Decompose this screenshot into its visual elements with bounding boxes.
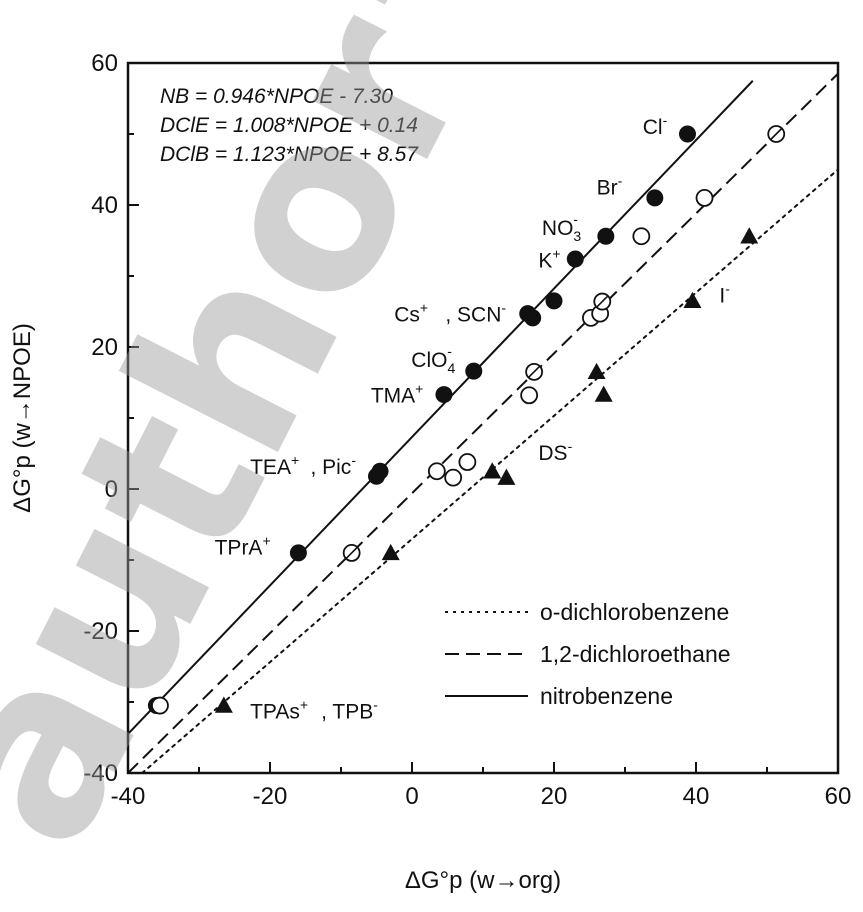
legend: o-dichlorobenzene 1,2-dichloroethane nitro… — [445, 599, 731, 709]
ion-label: Br- — [597, 172, 623, 199]
nitrobenzene-point — [566, 250, 584, 268]
legend-entry: 1,2-dichloroethane — [540, 641, 731, 667]
x-tick-label: -20 — [253, 783, 288, 810]
y-tick-label: -20 — [83, 618, 118, 645]
dichloroethane-point — [151, 696, 169, 715]
slash-mark — [528, 365, 541, 378]
nitrobenzene-point — [465, 362, 483, 380]
x-tick-label: 40 — [683, 783, 710, 810]
ion-label: NO3- — [542, 211, 582, 244]
dichlorobenzene-point — [594, 385, 613, 402]
slash-mark — [345, 546, 358, 559]
ion-label: TPAs+ — [250, 696, 308, 723]
nitrobenzene-point — [371, 462, 389, 480]
nitrobenzene-point — [524, 309, 542, 327]
regression-equation: NB = 0.946*NPOE - 7.30 — [160, 85, 393, 108]
nitrobenzene-point — [545, 292, 563, 310]
y-tick-label: 0 — [105, 476, 118, 503]
ion-label: , TPB- — [321, 696, 378, 723]
nitrobenzene-point — [435, 386, 453, 404]
ion-label: Cl- — [643, 112, 668, 139]
dichloroethane-point — [695, 188, 714, 207]
dichloroethane-point — [520, 386, 539, 405]
fit-line-dashed — [127, 72, 839, 774]
axes: -40 -20 0 20 40 60 -40 -20 0 20 40 60 ΔG°p (w→org) ΔG… — [9, 50, 851, 894]
x-tick-label: 20 — [541, 783, 568, 810]
y-tick-label: 60 — [91, 50, 118, 77]
slash-mark — [596, 295, 609, 308]
nitrobenzene-point — [597, 227, 615, 245]
x-axis-title: ΔG°p (w→org) — [405, 867, 561, 894]
dichloroethane-point — [444, 468, 463, 487]
ion-label: Cs+ — [394, 299, 428, 326]
dichloroethane-point — [427, 462, 446, 481]
y-axis-title: ΔG°p (w→NPOE) — [9, 323, 36, 513]
regression-equation: DClB = 1.123*NPOE + 8.57 — [160, 143, 419, 166]
x-tick-label: -40 — [111, 783, 146, 810]
dichlorobenzene-point — [483, 462, 502, 479]
ion-label: DS- — [538, 438, 572, 465]
nitrobenzene-point — [678, 125, 696, 143]
y-tick-label: -40 — [83, 760, 118, 787]
dichlorobenzene-point — [381, 543, 400, 561]
ion-label: ClO4- — [411, 343, 455, 376]
x-tick-label: 0 — [405, 783, 418, 810]
fit-line-solid — [127, 80, 754, 735]
dichlorobenzene-point — [214, 696, 233, 713]
nitrobenzene-point — [646, 189, 664, 207]
ion-label: TEA+ — [250, 452, 299, 479]
legend-entry: nitrobenzene — [540, 683, 673, 709]
dichlorobenzene-point — [740, 227, 759, 244]
dichloroethane-point — [458, 453, 477, 471]
fit-line-dotted — [141, 168, 839, 774]
x-tick-label: 60 — [825, 783, 852, 810]
ion-label: TMA+ — [371, 380, 424, 407]
dichlorobenzene-point — [497, 468, 516, 485]
plot-area — [127, 72, 839, 774]
ion-label: I- — [719, 280, 730, 307]
ion-label: , Pic- — [310, 452, 356, 479]
ion-label: TPrA+ — [215, 532, 271, 559]
ion-label: K+ — [538, 245, 560, 272]
y-tick-label: 20 — [91, 334, 118, 361]
dichloroethane-point — [632, 227, 651, 246]
y-tick-label: 40 — [91, 192, 118, 219]
nitrobenzene-point — [289, 544, 307, 562]
annotation-layer: Cl- Br- NO3-K+ Cs+ , SCN- ClO4- TMA+ TEA+ , Pic-… — [160, 85, 730, 723]
dichlorobenzene-point — [587, 362, 606, 380]
ion-label: , SCN- — [445, 299, 506, 326]
regression-equation: DClE = 1.008*NPOE + 0.14 — [160, 114, 418, 137]
dichlorobenzene-point — [683, 291, 702, 309]
legend-entry: o-dichlorobenzene — [540, 599, 729, 625]
slash-mark — [770, 127, 783, 141]
